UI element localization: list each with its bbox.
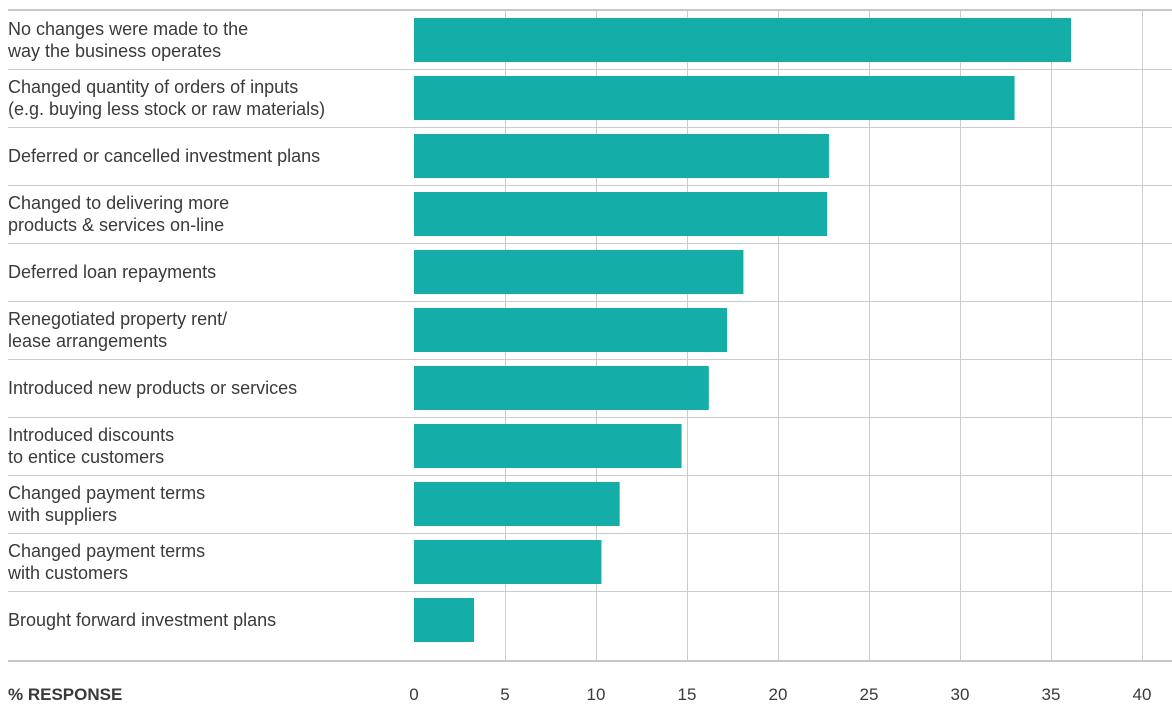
x-tick-label: 20 [769,685,788,704]
x-tick-label: 10 [587,685,606,704]
category-label: Introduced discounts to entice customers [8,425,174,467]
x-tick-label: 30 [951,685,970,704]
bar-9 [414,540,602,584]
category-label-line: Renegotiated property rent/ [8,309,227,329]
category-label-line: Changed payment terms [8,483,205,503]
axis-lines [8,9,1172,662]
category-label-line: Deferred or cancelled investment plans [8,146,320,166]
x-axis-title: % RESPONSE [8,685,122,704]
bar-7 [414,424,682,468]
bar-1 [414,76,1015,120]
category-label: Renegotiated property rent/lease arrange… [8,309,227,351]
category-label-line: No changes were made to the [8,19,248,39]
x-tick-label: 25 [860,685,879,704]
x-tick-label: 5 [500,685,509,704]
category-labels: No changes were made to the way the busin… [7,19,325,630]
category-label-line: Changed payment terms [8,541,205,561]
category-label-line: to entice customers [8,447,164,467]
bars [414,18,1072,642]
category-label-line: Introduced discounts [8,425,174,445]
category-label: Changed payment terms with customers [7,541,205,583]
bar-5 [414,308,728,352]
bar-0 [414,18,1072,62]
category-label-line: Deferred loan repayments [8,262,216,282]
bar-6 [414,366,709,410]
bar-3 [414,192,828,236]
category-label-line: lease arrangements [8,331,167,351]
row-separators [8,69,1172,592]
x-tick-label: 40 [1133,685,1152,704]
category-label-line: Introduced new products or services [8,378,297,398]
category-label-line: with suppliers [7,505,117,525]
bar-10 [414,598,475,642]
category-label: Deferred or cancelled investment plans [8,146,320,166]
category-label-line: way the business operates [7,41,221,61]
category-label: Deferred loan repayments [8,262,216,282]
bar-8 [414,482,620,526]
category-label-line: with customers [7,563,128,583]
bar-2 [414,134,829,178]
category-label: Changed payment terms with suppliers [7,483,205,525]
category-label-line: Changed quantity of orders of inputs [8,77,298,97]
category-label: Changed to delivering more products & ser… [8,193,229,235]
x-tick-label: 15 [678,685,697,704]
category-label: Brought forward investment plans [8,610,276,630]
category-label-line: (e.g. buying less stock or raw materials… [8,99,325,119]
category-label: Introduced new products or services [8,378,297,398]
category-label-line: products & services on-line [8,215,224,235]
x-tick-label: 35 [1042,685,1061,704]
category-label-line: Brought forward investment plans [8,610,276,630]
category-label: Changed quantity of orders of inputs (e.g… [8,77,325,119]
category-label-line: Changed to delivering more [8,193,229,213]
x-tick-labels: 0 5 10 15 20 25 30 35 40 [409,685,1151,704]
category-label: No changes were made to the way the busin… [7,19,248,61]
bar-4 [414,250,744,294]
x-tick-label: 0 [409,685,418,704]
